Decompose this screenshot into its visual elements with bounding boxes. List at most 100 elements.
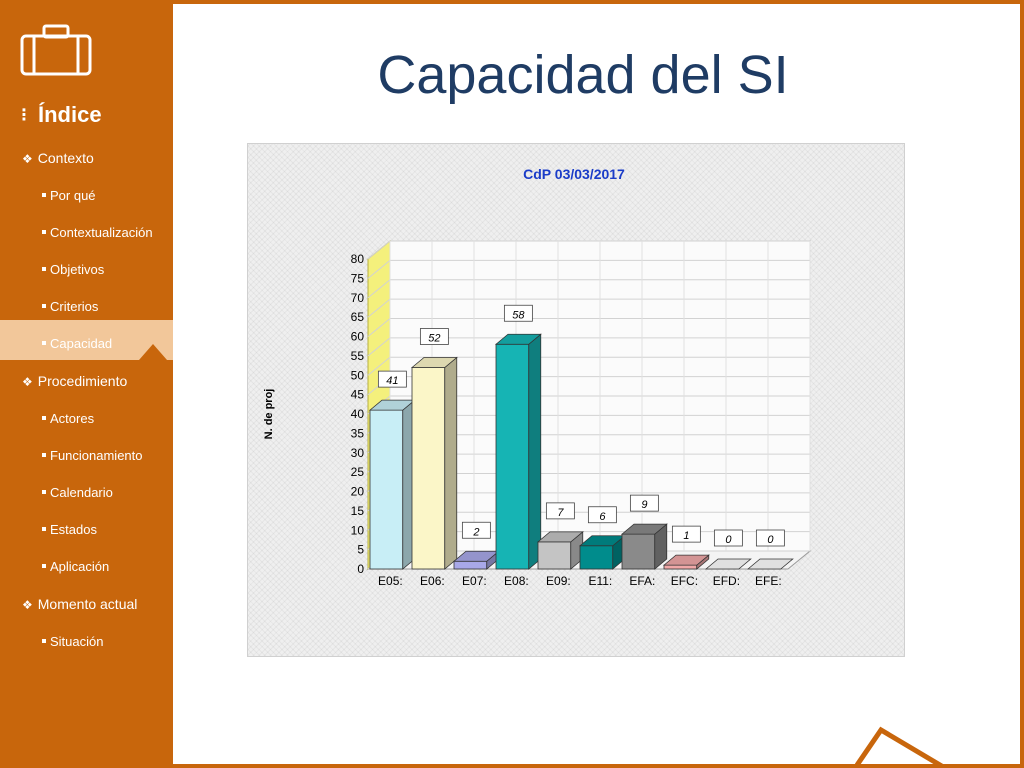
sidebar-item-label: Contextualización [50,225,153,240]
sidebar-item[interactable]: Calendario [42,485,113,500]
x-tick-label: E11: [588,574,612,588]
sidebar-item[interactable]: Criterios [42,299,98,314]
diamond-bullet-icon: ❖ [22,375,33,389]
y-tick-label: 30 [351,446,365,460]
square-bullet-icon [42,193,46,197]
sidebar-section-1[interactable]: ❖ Contexto [22,150,94,166]
bar-front [537,541,572,570]
square-bullet-icon [42,230,46,234]
bar-front [411,367,446,570]
sidebar-item[interactable]: Por qué [42,188,96,203]
sidebar-section-label: Momento actual [37,596,138,612]
sidebar-item[interactable]: Estados [42,522,97,537]
x-tick-label: E09: [546,574,571,588]
index-heading: ⋮ Índice [16,102,102,128]
sidebar-item-label: Capacidad [50,336,113,351]
bar-chart: CdP 03/03/201705101520253035404550556065… [263,166,812,588]
sidebar-item-label: Por qué [50,188,96,203]
square-bullet-icon [42,639,46,643]
square-bullet-icon [42,341,46,345]
y-tick-label: 60 [351,330,365,344]
y-tick-label: 20 [351,485,365,499]
square-bullet-icon [42,527,46,531]
y-tick-label: 75 [351,271,365,285]
active-item-notch [139,344,167,360]
square-bullet-icon [42,564,46,568]
data-label-box [419,328,449,345]
corner-decoration [855,726,947,768]
sidebar-section-label: Contexto [37,150,94,166]
square-bullet-icon [42,453,46,457]
bar-front [663,564,698,570]
data-label: 58 [512,309,525,321]
y-tick-label: 10 [351,523,365,537]
sidebar-section-3[interactable]: ❖ Momento actual [22,596,137,612]
bar-front [369,409,404,570]
x-tick-label: EFC: [671,574,698,588]
data-label: 41 [386,375,398,387]
bar-front [495,343,530,570]
sidebar: ⋮ Índice ❖ Contexto Por qué Contextualizació… [0,0,173,768]
data-label-box [503,304,533,322]
square-bullet-icon [42,416,46,420]
data-label: 6 [599,511,606,523]
data-label-box [461,521,491,539]
y-tick-label: 0 [357,562,364,576]
y-tick-label: 15 [351,504,365,518]
chart-panel: CdP 03/03/2017 0 5 10 15 20 25 30 35 40 45 50 55 60 65… [247,143,905,657]
sidebar-item-label: Aplicación [50,559,110,574]
y-tick-label: 45 [351,388,365,402]
x-tick-label: EFE: [755,574,782,588]
data-label: 0 [767,534,774,546]
data-label: 9 [641,499,647,511]
sidebar-item[interactable]: Objetivos [42,262,104,277]
sidebar-item[interactable]: Actores [42,411,94,426]
bar-side [528,333,542,570]
dots-icon: ⋮ [16,107,32,124]
sidebar-item[interactable]: Situación [42,634,103,649]
sidebar-section-2[interactable]: ❖ Procedimiento [22,373,127,389]
bar-top [410,357,458,368]
bar-top [620,523,668,535]
y-tick-label: 25 [351,465,365,479]
y-tick-label: 55 [351,349,365,363]
data-label-box [671,525,701,543]
sidebar-item-label: Criterios [50,299,99,314]
y-tick-label: 50 [351,368,365,382]
data-label: 1 [683,530,689,542]
y-tick-label: 5 [357,543,364,557]
square-bullet-icon [42,490,46,494]
data-label-box [629,494,659,512]
bar-front [579,545,614,570]
y-tick-label: 80 [351,252,365,266]
sidebar-item[interactable]: Aplicación [42,559,109,574]
x-tick-label: E05: [378,574,403,588]
bar-front [621,533,656,570]
square-bullet-icon [42,267,46,271]
bar-top [536,531,584,543]
x-tick-label: E07: [462,574,487,588]
bar-side [444,356,458,570]
sidebar-item-label: Estados [50,522,97,537]
x-tick-label: E06: [420,574,445,588]
x-tick-label: E08: [504,574,529,588]
x-tick-label: EFD: [713,574,740,588]
y-axis-label: N. de proj [263,389,275,440]
data-label: 52 [428,333,440,345]
sidebar-item-label: Calendario [50,485,113,500]
index-heading-label: Índice [38,102,102,127]
data-label-box [755,529,785,547]
data-label-box [545,502,575,520]
bar-top [746,558,794,570]
data-label: 7 [557,507,564,519]
data-label-box [377,370,407,388]
sidebar-item-label: Actores [50,411,95,426]
sidebar-item[interactable]: Funcionamiento [42,448,143,463]
y-tick-label: 70 [351,291,365,305]
y-tick-label: 65 [351,310,365,324]
bar-front [453,560,488,570]
sidebar-item[interactable]: Contextualización [42,225,153,240]
sidebar-item[interactable]: Capacidad [42,336,112,351]
sidebar-item-label: Objetivos [50,262,105,277]
